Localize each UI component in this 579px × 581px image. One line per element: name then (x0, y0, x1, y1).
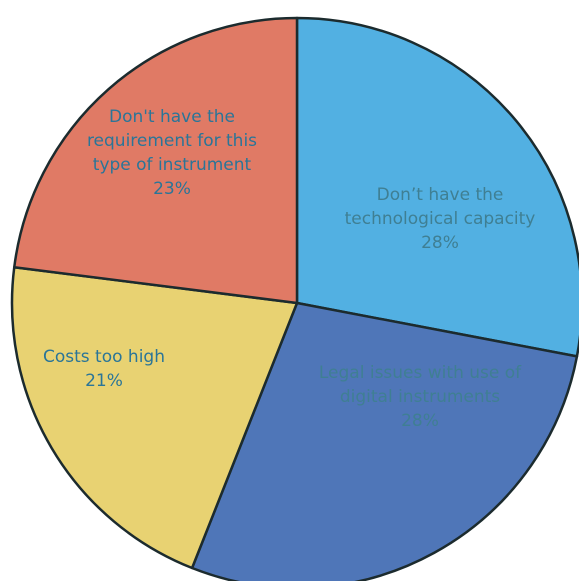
pie-value-label: 21% (85, 371, 123, 391)
pie-category-label: Don't have the (109, 107, 235, 127)
pie-value-label: 23% (153, 179, 191, 199)
pie-slice-legal-issues (190, 301, 579, 581)
pie-slices (10, 16, 579, 581)
pie-label-legal-issues: Legal issues with use of digital instrume… (319, 363, 522, 431)
pie-value-label: 28% (421, 233, 459, 253)
pie-slice-technological-capacity (295, 16, 579, 358)
pie-label-no-requirement: Don't have the requirement for this type o… (87, 107, 257, 199)
pie-value-label: 28% (401, 411, 439, 431)
pie-category-label: Costs too high (43, 347, 165, 367)
pie-category-label: Legal issues with use of (319, 363, 522, 383)
pie-label-technological-capacity: Don’t have the technological capacity 28% (345, 185, 536, 253)
pie-slice-no-requirement (13, 16, 299, 305)
pie-category-label: Don’t have the (377, 185, 504, 205)
pie-slice-costs-too-high (10, 266, 299, 570)
pie-category-label: digital instruments (340, 387, 500, 407)
pie-labels: Don’t have the technological capacity 28%L… (43, 107, 535, 431)
pie-category-label: technological capacity (345, 209, 536, 229)
pie-category-label: type of instrument (93, 155, 252, 175)
pie-category-label: requirement for this (87, 131, 257, 151)
pie-label-costs-too-high: Costs too high 21% (43, 347, 165, 391)
